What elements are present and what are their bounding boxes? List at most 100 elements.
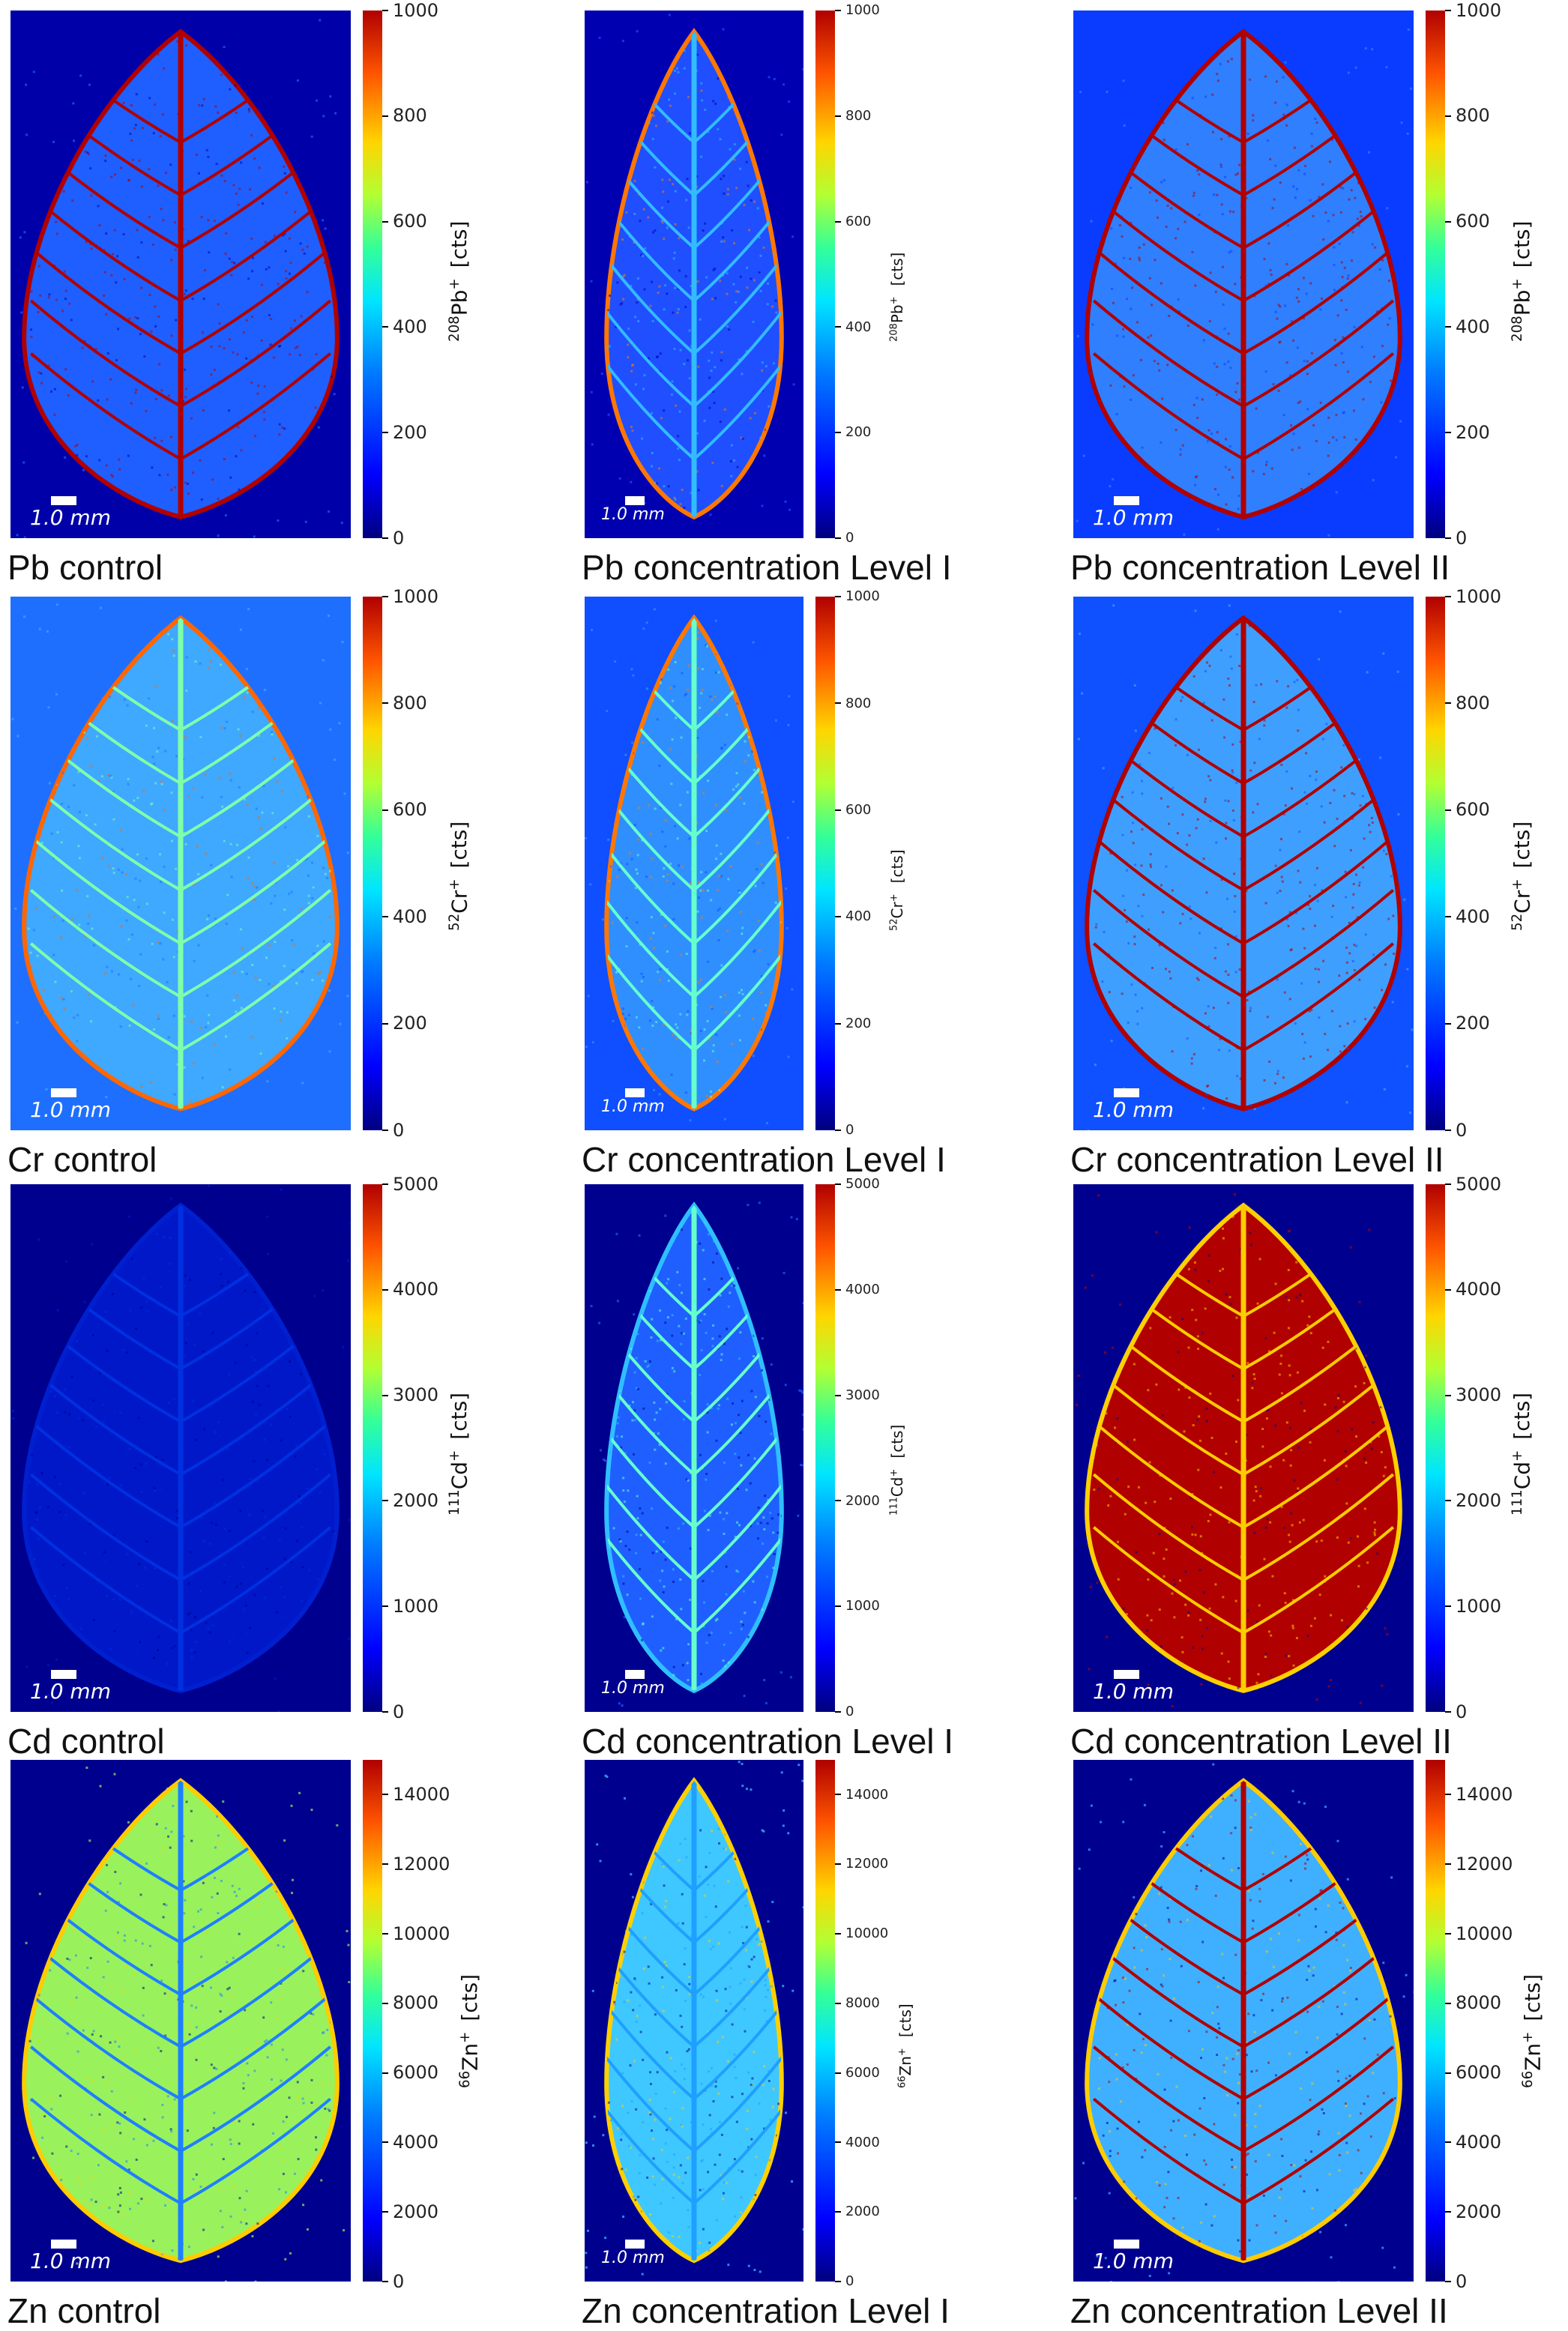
leaf-texture xyxy=(1074,1760,1414,2282)
ion-charge: + xyxy=(447,278,462,289)
heatmap-image: 1.0 mm xyxy=(585,10,803,538)
heatmap-canvas xyxy=(10,1184,351,1712)
panel-caption: Cd concentration Level I xyxy=(582,1721,953,1761)
colorbar-tick-label: 0 xyxy=(1456,528,1467,549)
colorbar-tick xyxy=(1445,537,1451,539)
colorbar-tick xyxy=(1445,1289,1451,1291)
colorbar-tick xyxy=(1445,326,1451,328)
colorbar-tick xyxy=(382,596,388,597)
colorbar-tick xyxy=(1445,1023,1451,1025)
colorbar-tick-label: 1000 xyxy=(1456,1596,1501,1617)
colorbar-label: 52Cr+[cts] xyxy=(888,849,906,931)
colorbar-tick-label: 8000 xyxy=(845,1995,880,2011)
colorbar-tick-label: 1000 xyxy=(393,1596,438,1617)
isotope-number: 66 xyxy=(896,2075,908,2088)
colorbar-tick xyxy=(382,1130,388,1131)
isotope-number: 66 xyxy=(457,2071,473,2088)
colorbar-tick-label: 800 xyxy=(1456,105,1490,126)
scale-bar-label: 1.0 mm xyxy=(30,1679,111,1704)
colorbar-tick-label: 400 xyxy=(393,316,427,337)
colorbar-tick-label: 4000 xyxy=(845,1282,880,1297)
element-symbol: Zn xyxy=(1521,2043,1546,2071)
colorbar-tick-label: 14000 xyxy=(393,1784,450,1805)
colorbar-tick xyxy=(835,326,841,328)
colorbar xyxy=(1426,1760,1445,2282)
colorbar-tick xyxy=(382,809,388,811)
colorbar-tick xyxy=(835,809,841,811)
colorbar-tick-label: 400 xyxy=(1456,316,1490,337)
colorbar-tick xyxy=(382,10,388,11)
heatmap-canvas xyxy=(1073,597,1414,1130)
scale-bar xyxy=(625,496,645,505)
heatmap-image: 1.0 mm xyxy=(585,1760,803,2282)
colorbar-label: 208Pb+[cts] xyxy=(1510,221,1534,342)
scale-bar-label: 1.0 mm xyxy=(30,2249,111,2273)
scale-bar xyxy=(51,496,76,505)
panel-caption: Cd control xyxy=(7,1721,165,1761)
colorbar-tick xyxy=(382,1395,388,1396)
scale-bar-label: 1.0 mm xyxy=(601,1679,665,1698)
colorbar-tick xyxy=(382,1605,388,1607)
colorbar-tick-label: 0 xyxy=(1456,2271,1467,2292)
colorbar-tick-label: 0 xyxy=(1456,1120,1467,1141)
scale-bar-label: 1.0 mm xyxy=(601,505,665,524)
colorbar-tick-label: 4000 xyxy=(1456,2132,1501,2153)
colorbar-tick xyxy=(1445,1130,1451,1131)
ion-charge: + xyxy=(1510,278,1525,289)
leaf-texture xyxy=(585,1185,803,1712)
colorbar-unit: [cts] xyxy=(447,221,471,268)
colorbar-tick xyxy=(382,1289,388,1291)
colorbar-unit: [cts] xyxy=(447,821,471,869)
colorbar-tick xyxy=(835,1130,841,1131)
colorbar-tick-label: 1000 xyxy=(1456,0,1501,21)
element-symbol: Cd xyxy=(447,1462,471,1489)
colorbar-unit: [cts] xyxy=(458,1974,483,2021)
colorbar-unit: [cts] xyxy=(1510,221,1534,268)
colorbar-unit: [cts] xyxy=(447,1393,471,1440)
colorbar xyxy=(363,597,382,1130)
colorbar-tick-label: 0 xyxy=(845,1122,854,1138)
colorbar xyxy=(363,1184,382,1712)
ion-charge: + xyxy=(896,2048,908,2056)
colorbar-tick xyxy=(382,115,388,117)
element-symbol: Pb xyxy=(888,304,906,323)
colorbar-tick xyxy=(1445,596,1451,597)
colorbar-tick xyxy=(382,2281,388,2282)
colorbar-tick xyxy=(382,537,388,539)
scale-bar xyxy=(1114,496,1139,505)
colorbar xyxy=(363,1760,382,2282)
heatmap-image: 1.0 mm xyxy=(1073,10,1414,538)
heatmap-image: 1.0 mm xyxy=(1073,597,1414,1130)
colorbar-tick-label: 1000 xyxy=(393,586,438,607)
heatmap-canvas xyxy=(585,597,803,1130)
scale-bar-label: 1.0 mm xyxy=(1093,2249,1174,2273)
heatmap-image: 1.0 mm xyxy=(10,597,351,1130)
colorbar-tick xyxy=(382,916,388,917)
element-symbol: Pb xyxy=(447,290,471,316)
element-symbol: Cr xyxy=(1510,890,1534,914)
colorbar-tick-label: 12000 xyxy=(845,1856,888,1872)
colorbar-tick-label: 1000 xyxy=(1456,586,1501,607)
colorbar-tick-label: 800 xyxy=(845,696,871,711)
colorbar-tick-label: 8000 xyxy=(393,1992,438,2013)
colorbar-tick xyxy=(382,221,388,223)
scale-bar-label: 1.0 mm xyxy=(1093,1679,1174,1704)
heatmap-canvas xyxy=(10,597,351,1130)
leaf-texture xyxy=(12,1760,351,2282)
colorbar-unit: [cts] xyxy=(896,2003,914,2037)
scale-bar-label: 1.0 mm xyxy=(30,1097,111,1122)
ion-charge: + xyxy=(1510,1450,1525,1462)
isotope-number: 52 xyxy=(447,914,462,931)
colorbar-tick-label: 2000 xyxy=(1456,1490,1501,1511)
isotope-number: 208 xyxy=(1510,316,1525,342)
element-symbol: Cr xyxy=(447,890,471,914)
colorbar-tick-label: 1000 xyxy=(393,0,438,21)
heatmap-image: 1.0 mm xyxy=(1073,1184,1414,1712)
heatmap-canvas xyxy=(1073,1184,1414,1712)
colorbar-tick xyxy=(382,1023,388,1025)
colorbar-tick-label: 0 xyxy=(393,528,404,549)
panel-caption: Cr concentration Level II xyxy=(1070,1139,1444,1180)
colorbar-tick xyxy=(835,1863,841,1865)
colorbar-tick xyxy=(835,1794,841,1795)
heatmap-image: 1.0 mm xyxy=(1073,1760,1414,2282)
